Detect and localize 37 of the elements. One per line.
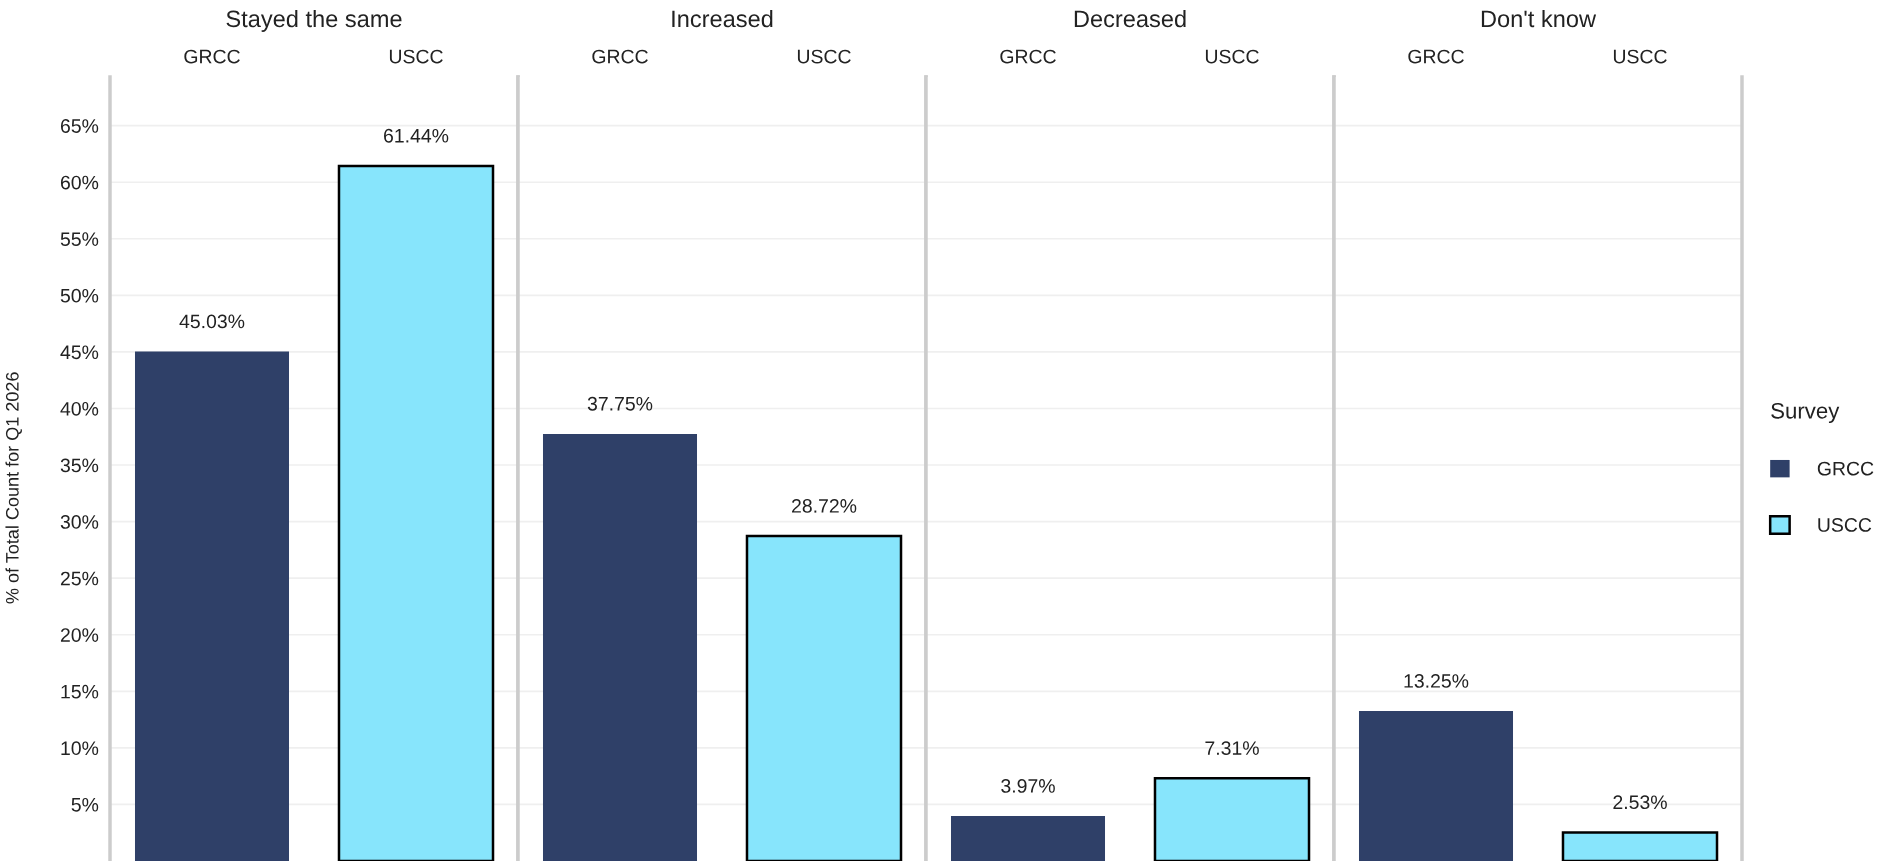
chart-title: Decreased	[1074, 9, 1186, 28]
x-tick-label: GRCC	[592, 49, 648, 64]
legend-label: GRCC	[1817, 461, 1874, 476]
legend-label: USCC	[1818, 518, 1872, 532]
x-tick-label: USCC	[1205, 49, 1259, 64]
y-tick-label: 10%	[61, 741, 99, 756]
y-tick-label: 20%	[60, 628, 99, 642]
data-label: 13.25%	[1404, 674, 1469, 688]
chart-title: Don't know	[1481, 9, 1597, 28]
data-label: 61.44%	[384, 128, 449, 143]
y-tick-label: 15%	[61, 684, 99, 699]
y-tick-label: 35%	[60, 458, 99, 473]
y-axis-title: % of Total Count for Q1 2026	[5, 372, 22, 604]
y-tick-label: 5%	[71, 797, 99, 812]
legend-title: Survey	[1771, 402, 1840, 424]
x-tick-label: USCC	[1613, 49, 1667, 64]
y-tick-label: 55%	[60, 232, 99, 247]
y-tick-label: 40%	[60, 401, 99, 416]
data-label: 7.31%	[1205, 741, 1259, 756]
x-tick-label: USCC	[797, 49, 851, 64]
data-label: 3.97%	[1001, 779, 1055, 793]
x-tick-label: USCC	[389, 49, 443, 64]
x-tick-label: GRCC	[1408, 49, 1464, 64]
y-tick-label: 65%	[60, 119, 99, 133]
data-label: 2.53%	[1613, 795, 1667, 810]
y-tick-label: 25%	[60, 571, 99, 586]
y-tick-label: 30%	[60, 515, 99, 529]
x-tick-label: GRCC	[1000, 49, 1056, 64]
data-label: 37.75%	[587, 396, 653, 411]
data-label: 45.03%	[179, 314, 245, 329]
data-label: 28.72%	[792, 499, 857, 513]
y-tick-label: 45%	[60, 345, 99, 360]
y-tick-label: 50%	[60, 288, 99, 303]
chart-title: Increased	[672, 9, 773, 28]
chart-title: Stayed the same	[226, 9, 402, 32]
y-tick-label: 60%	[60, 175, 99, 190]
x-tick-label: GRCC	[184, 49, 240, 64]
